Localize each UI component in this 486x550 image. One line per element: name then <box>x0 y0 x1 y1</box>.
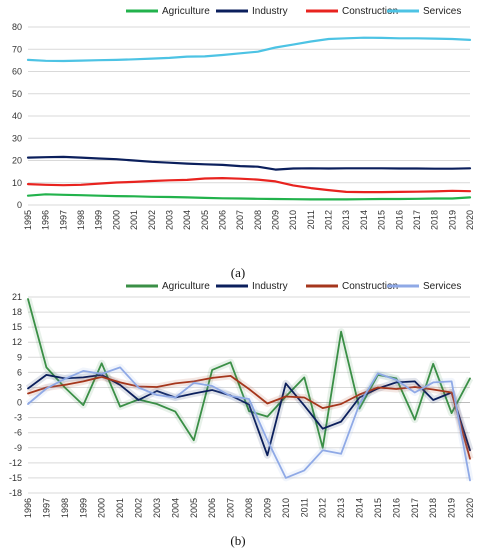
x-tick-label: 2020 <box>465 498 475 518</box>
x-tick-label: 2010 <box>288 210 298 230</box>
legend-label: Industry <box>252 281 288 292</box>
x-tick-label: 2019 <box>447 210 457 230</box>
x-tick-label: 2000 <box>111 210 121 230</box>
x-tick-label: 2012 <box>324 210 334 230</box>
y-tick-label: 21 <box>12 292 22 302</box>
y-tick-label: 30 <box>12 133 22 143</box>
legend-label: Construction <box>342 281 398 292</box>
x-tick-label: 2018 <box>430 210 440 230</box>
x-tick-label: 2008 <box>253 210 263 230</box>
series-line-services <box>27 366 471 482</box>
series-line-industry <box>26 155 472 171</box>
y-tick-label: 10 <box>12 178 22 188</box>
x-tick-label: 1999 <box>94 210 104 230</box>
y-tick-label: 40 <box>12 111 22 121</box>
x-tick-label: 2015 <box>377 210 387 230</box>
x-tick-label: 2017 <box>410 498 420 518</box>
y-tick-label: 0 <box>17 398 22 408</box>
x-tick-label: 2001 <box>115 498 125 518</box>
y-tick-label: 18 <box>12 307 22 317</box>
x-tick-label: 1998 <box>60 498 70 518</box>
x-tick-label: 2012 <box>318 498 328 518</box>
x-tick-label: 2003 <box>164 210 174 230</box>
x-tick-label: 2014 <box>355 498 365 518</box>
series-line-construction <box>27 374 471 460</box>
y-tick-label: 60 <box>12 67 22 77</box>
x-tick-label: 2019 <box>447 498 457 518</box>
series-line-services <box>26 36 472 63</box>
x-tick-label: 1998 <box>76 210 86 230</box>
x-tick-label: 2009 <box>271 210 281 230</box>
y-tick-label: 70 <box>12 44 22 54</box>
x-tick-label: 2011 <box>306 210 316 229</box>
panel-label-b: (b) <box>230 533 245 548</box>
x-tick-label: 2018 <box>428 498 438 518</box>
chart-b: 21 18 15 12 9 6 3 0 -3 -6 -9 -12 -15 -18 1996 1997 1998… <box>9 281 475 518</box>
x-tick-label: 1997 <box>41 498 51 518</box>
x-tick-label: 1996 <box>41 210 51 230</box>
x-tick-label: 2008 <box>244 498 254 518</box>
x-tick-label: 2006 <box>207 498 217 518</box>
x-tick-label: 2005 <box>200 210 210 230</box>
x-tick-label: 2006 <box>217 210 227 230</box>
x-tick-label: 2005 <box>189 498 199 518</box>
legend-label: Services <box>423 6 461 17</box>
legend-label: Agriculture <box>162 6 210 17</box>
x-tick-label: 2004 <box>170 498 180 518</box>
y-tick-label: 3 <box>17 382 22 392</box>
y-tick-label: 50 <box>12 89 22 99</box>
series-line-industry <box>27 373 471 457</box>
x-tick-label: 2000 <box>97 498 107 518</box>
x-tick-label: 2010 <box>281 498 291 518</box>
y-tick-label: -12 <box>9 458 22 468</box>
x-tick-label: 1995 <box>23 210 33 230</box>
y-tick-label: 12 <box>12 337 22 347</box>
x-tick-label: 2009 <box>262 498 272 518</box>
x-tick-label: 2002 <box>147 210 157 230</box>
series-line-agriculture <box>27 298 471 449</box>
x-tick-label: 1997 <box>58 210 68 230</box>
x-tick-label: 2014 <box>359 210 369 230</box>
chart-a: 0 10 20 30 40 50 60 70 80 1995 1996 1997 1998 1999 20… <box>12 6 475 230</box>
x-tick-label: 2013 <box>341 210 351 230</box>
x-tick-label: 2003 <box>152 498 162 518</box>
x-tick-label: 2007 <box>226 498 236 518</box>
legend-label: Services <box>423 281 461 292</box>
x-tick-label: 2015 <box>373 498 383 518</box>
x-tick-label: 2020 <box>465 210 475 230</box>
y-tick-label: -18 <box>9 488 22 498</box>
y-tick-label: 0 <box>17 200 22 210</box>
panel-label-a: (a) <box>231 265 245 280</box>
x-tick-label: 1999 <box>78 498 88 518</box>
y-tick-label: 15 <box>12 322 22 332</box>
x-tick-label: 2004 <box>182 210 192 230</box>
series-line-agriculture <box>26 193 472 201</box>
x-tick-label: 2002 <box>134 498 144 518</box>
x-tick-label: 1996 <box>23 498 33 518</box>
y-tick-label: -15 <box>9 473 22 483</box>
y-tick-label: 80 <box>12 22 22 32</box>
x-tick-label: 2011 <box>299 498 309 517</box>
y-tick-label: -6 <box>14 428 22 438</box>
y-tick-label: 20 <box>12 156 22 166</box>
legend-label: Construction <box>342 6 398 17</box>
y-tick-label: 6 <box>17 367 22 377</box>
legend-label: Agriculture <box>162 281 210 292</box>
x-tick-label: 2007 <box>235 210 245 230</box>
x-tick-label: 2001 <box>129 210 139 230</box>
x-tick-label: 2016 <box>394 210 404 230</box>
legend-label: Industry <box>252 6 288 17</box>
y-tick-label: 9 <box>17 352 22 362</box>
x-tick-label: 2016 <box>391 498 401 518</box>
y-tick-label: -9 <box>14 443 22 453</box>
x-tick-label: 2013 <box>336 498 346 518</box>
x-tick-label: 2017 <box>412 210 422 230</box>
series-line-construction <box>26 177 472 194</box>
y-tick-label: -3 <box>14 413 22 423</box>
